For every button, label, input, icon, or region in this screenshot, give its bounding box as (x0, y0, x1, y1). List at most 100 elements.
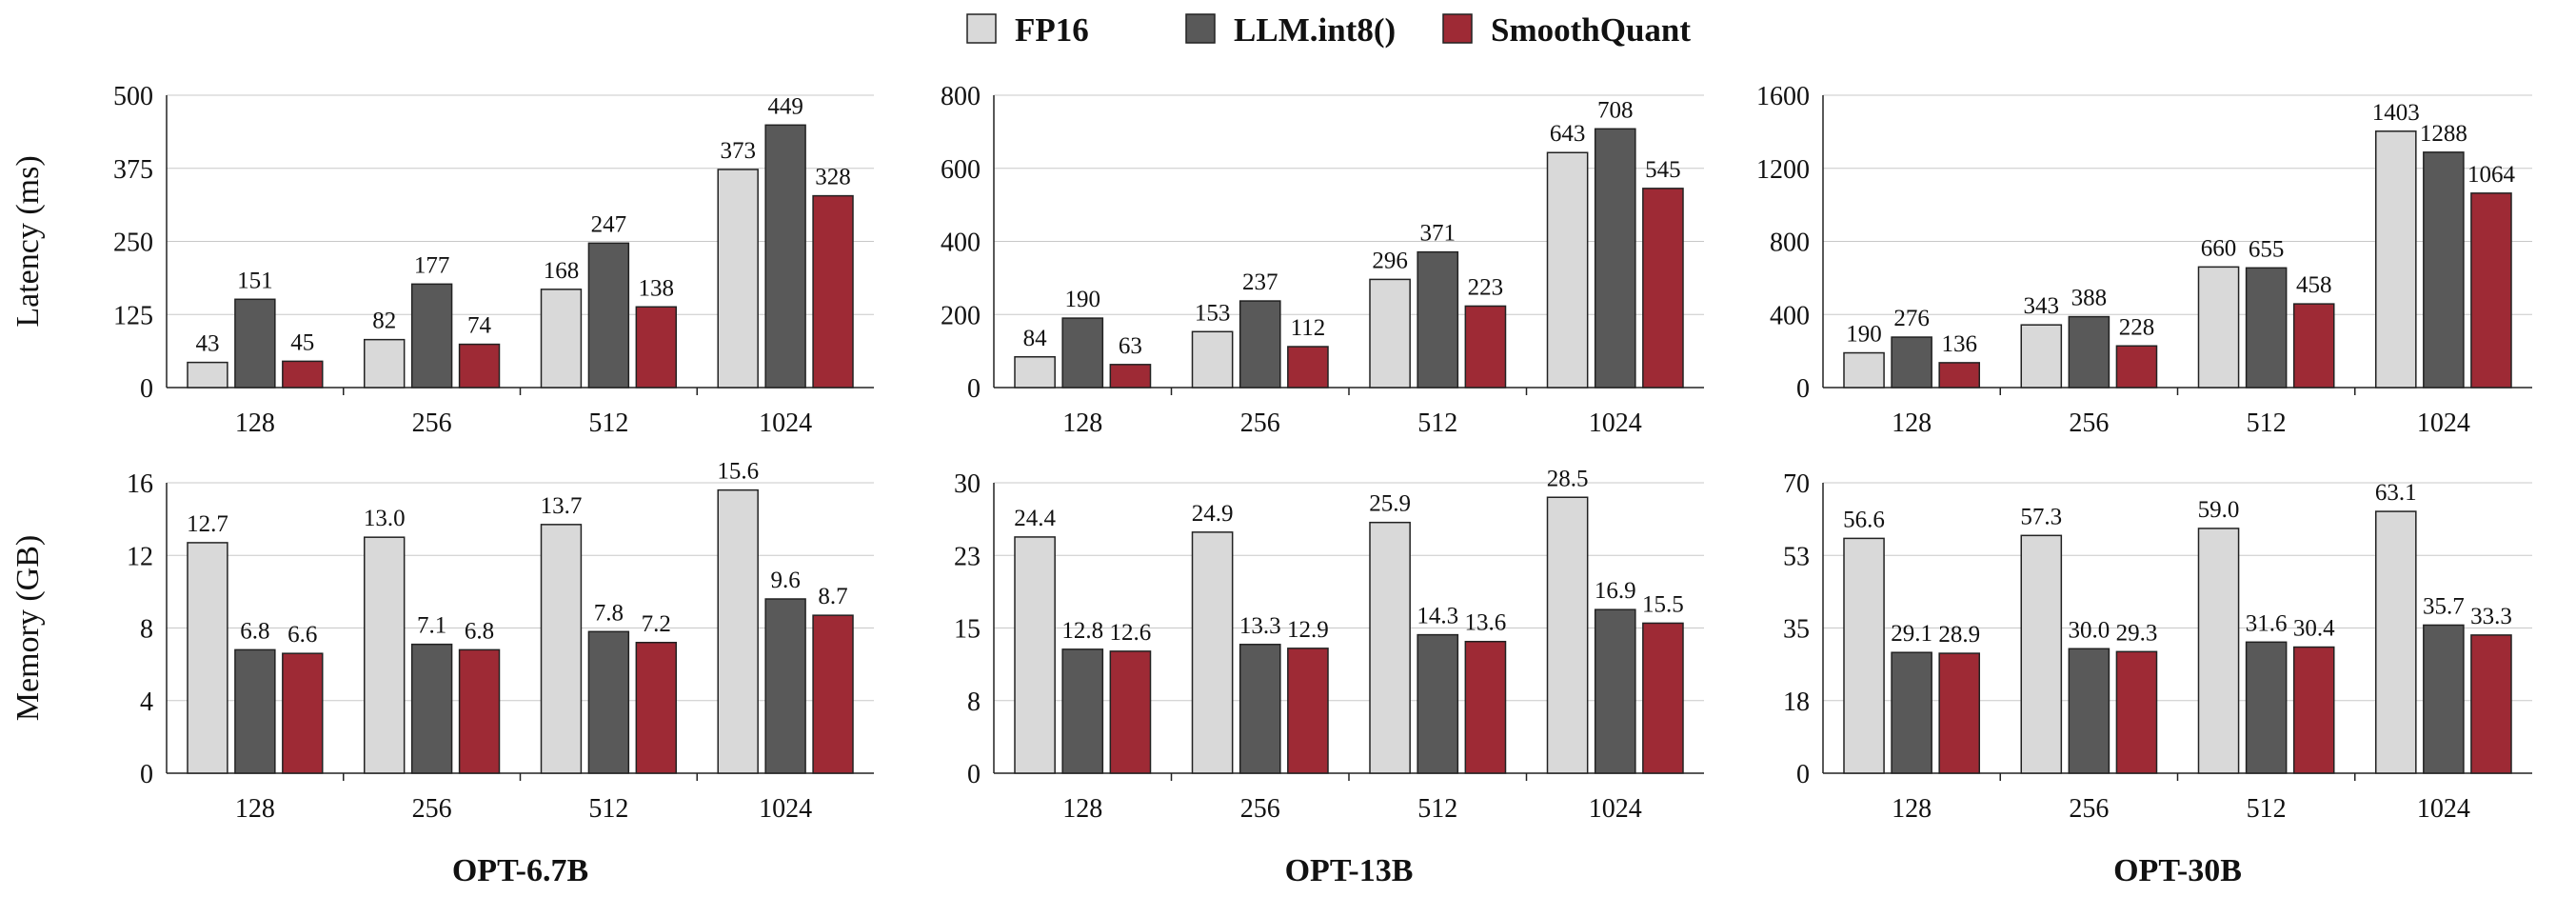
bar-smoothquant-1024 (2470, 192, 2512, 389)
legend-item-fp16: FP16 (966, 11, 1089, 49)
bar-llm-int8-512 (2245, 267, 2288, 389)
bar-fp16-512 (1369, 521, 1411, 774)
data-label: 371 (1420, 221, 1456, 247)
data-label: 655 (2249, 236, 2285, 262)
y-tick-label: 0 (140, 374, 153, 404)
bar-smoothquant-512 (2292, 303, 2335, 389)
data-label: 7.1 (417, 613, 446, 639)
data-label: 12.8 (1061, 618, 1103, 644)
data-label: 449 (767, 93, 803, 119)
bar-smoothquant-1024 (2470, 634, 2512, 774)
data-label: 8.7 (818, 584, 847, 609)
data-label: 13.0 (364, 506, 406, 531)
y-tick-label: 500 (113, 82, 153, 111)
bar-llm-int8-256 (1238, 644, 1281, 774)
y-tick-label: 125 (113, 301, 153, 330)
bar-fp16-1024 (717, 488, 759, 774)
bar-llm-int8-1024 (764, 124, 806, 389)
data-label: 12.7 (187, 511, 228, 537)
data-label: 45 (290, 329, 314, 355)
panel-memory-opt-30b: 0 18 35 53 70 128 56.6 29.1 28.9 256 57.3 30.0 29.3 5… (1783, 469, 2532, 888)
bar-llm-int8-512 (2245, 641, 2288, 774)
x-tick-label: 256 (1240, 409, 1280, 438)
x-tick-label: 512 (588, 409, 628, 438)
bar-llm-int8-512 (1417, 633, 1459, 774)
data-label: 153 (1195, 300, 1231, 326)
data-label: 13.6 (1465, 610, 1507, 636)
panel-latency-opt-30b: 0 400 800 1200 1600 128 190 276 136 256 343 388 228 5… (1756, 82, 2532, 438)
data-label: 177 (414, 252, 450, 278)
data-label: 151 (237, 268, 273, 293)
y-tick-label: 800 (941, 82, 981, 111)
data-label: 63 (1119, 333, 1142, 359)
data-label: 190 (1846, 322, 1882, 348)
data-label: 660 (2201, 235, 2237, 261)
data-label: 643 (1550, 121, 1586, 147)
data-label: 30.4 (2293, 616, 2335, 642)
bar-smoothquant-128 (1938, 362, 1980, 389)
data-label: 276 (1893, 306, 1930, 331)
data-label: 56.6 (1843, 507, 1885, 532)
x-tick-label: 128 (1892, 794, 1932, 824)
x-tick-label: 256 (412, 409, 452, 438)
y-tick-label: 15 (954, 615, 981, 645)
x-tick-label: 512 (2247, 794, 2287, 824)
data-label: 33.3 (2470, 604, 2512, 629)
x-tick-label: 1024 (2417, 794, 2470, 824)
panel-memory-opt-6-7b: 0 4 8 12 16 128 12.7 6.8 6.6 256 13.0 7.1 6.8 512 13.7… (10, 459, 874, 888)
data-label: 35.7 (2423, 593, 2465, 619)
data-label: 9.6 (771, 568, 801, 593)
x-tick-label: 512 (1417, 794, 1457, 824)
data-label: 136 (1941, 331, 1977, 357)
bar-smoothquant-512 (635, 642, 677, 774)
y-tick-label: 8 (140, 615, 153, 645)
bar-llm-int8-256 (2068, 315, 2110, 389)
data-label: 25.9 (1369, 491, 1411, 517)
bar-llm-int8-256 (410, 283, 453, 389)
bar-llm-int8-128 (234, 648, 276, 774)
data-label: 247 (591, 211, 627, 237)
bar-smoothquant-128 (282, 652, 324, 774)
data-label: 228 (2119, 314, 2155, 340)
bar-llm-int8-256 (2068, 648, 2110, 774)
bar-smoothquant-512 (1464, 640, 1507, 774)
bar-fp16-1024 (1546, 496, 1589, 774)
y-tick-label: 4 (140, 688, 153, 717)
data-label: 82 (372, 309, 396, 334)
data-label: 13.7 (541, 493, 583, 519)
bar-fp16-512 (540, 524, 583, 774)
bar-fp16-128 (1843, 351, 1885, 389)
data-label: 59.0 (2198, 497, 2240, 523)
bar-smoothquant-1024 (1642, 622, 1684, 774)
data-label: 1288 (2420, 121, 2467, 147)
data-label: 6.8 (465, 618, 494, 644)
bar-fp16-128 (1014, 356, 1056, 389)
x-tick-label: 256 (412, 794, 452, 824)
legend-label-smoothquant: SmoothQuant (1491, 11, 1691, 49)
data-label: 112 (1291, 315, 1326, 341)
bar-smoothquant-512 (635, 306, 677, 389)
x-tick-label: 256 (2069, 794, 2109, 824)
y-tick-label: 8 (967, 688, 981, 717)
data-label: 12.9 (1287, 617, 1329, 643)
panel-title: OPT-6.7B (452, 853, 588, 888)
bar-fp16-1024 (717, 169, 759, 389)
bar-fp16-1024 (2375, 510, 2417, 774)
x-tick-label: 256 (2069, 409, 2109, 438)
data-label: 388 (2071, 286, 2108, 311)
x-tick-label: 1024 (759, 794, 812, 824)
bar-fp16-128 (1843, 537, 1885, 774)
y-tick-label: 0 (1796, 374, 1810, 404)
data-label: 190 (1065, 287, 1101, 312)
x-tick-label: 1024 (2417, 409, 2470, 438)
bar-smoothquant-1024 (812, 614, 854, 774)
bar-llm-int8-512 (587, 242, 630, 389)
bar-fp16-256 (364, 338, 406, 389)
bar-smoothquant-128 (1109, 364, 1152, 389)
y-tick-label: 800 (1770, 229, 1810, 258)
y-axis-title: Latency (ms) (10, 155, 46, 327)
bar-llm-int8-512 (587, 630, 630, 774)
data-label: 28.5 (1547, 466, 1589, 491)
bar-llm-int8-1024 (764, 598, 806, 774)
data-label: 12.6 (1110, 620, 1152, 646)
